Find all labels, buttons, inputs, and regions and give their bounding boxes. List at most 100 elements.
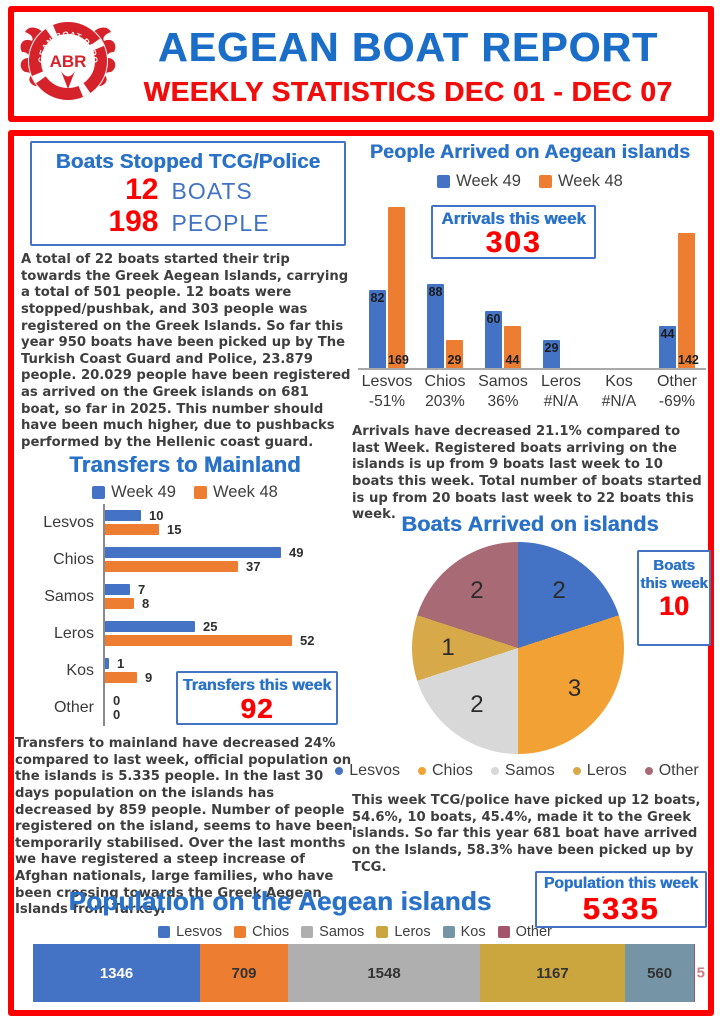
arrivals-category: Samos 36% <box>474 373 532 411</box>
chart-bar: 29 <box>543 340 560 368</box>
segment-value-label-outside: 5 <box>696 964 705 982</box>
transfers-row: Other 0 0 <box>30 689 348 726</box>
boats-arrived-summary-text: This week TCG/police have picked up 12 b… <box>352 793 701 875</box>
bar-value-label: 1 <box>117 656 125 671</box>
legend-label: Week 49 <box>111 483 176 501</box>
category-label: Samos <box>44 587 94 605</box>
arrivals-bar-group: 29 <box>532 340 590 368</box>
bar-value-label: 37 <box>246 559 261 574</box>
population-segment: 709 <box>200 944 288 1002</box>
legend-swatch <box>437 175 451 188</box>
page-title: AEGEAN BOAT REPORT <box>157 24 659 70</box>
bar-value-label: 0 <box>113 707 121 722</box>
chart-bar <box>105 524 159 535</box>
population-callout-value: 5335 <box>582 890 660 926</box>
legend-label: Week 48 <box>213 483 278 501</box>
arrivals-category: Lesvos -51% <box>358 373 416 411</box>
arrivals-bar-group: 44 142 <box>648 233 706 368</box>
boats-stat-row: 12 BOATS <box>32 174 344 206</box>
arrivals-bars: 82 169 88 29 60 44 29 44 142 <box>358 200 706 370</box>
pie-slice-label: 2 <box>552 577 566 605</box>
legend-label: Chios <box>431 762 473 779</box>
legend-swatch <box>234 926 247 938</box>
bar-value-label: 8 <box>142 596 150 611</box>
legend-item: Leros <box>376 924 431 940</box>
legend-swatch <box>490 767 499 775</box>
bar-value-label: 7 <box>138 582 146 597</box>
transfers-bar-line: 52 <box>105 633 348 648</box>
transfers-bar-group: 10 15 <box>103 504 348 541</box>
category-change-label: -51% <box>368 393 406 410</box>
legend-label: Leros <box>394 924 431 940</box>
segment-value-label: 1346 <box>99 964 134 982</box>
bar-value-label: 10 <box>149 508 164 523</box>
arrivals-summary-text: Arrivals have decreased 21.1% compared t… <box>352 424 702 523</box>
transfers-row: Leros 25 52 <box>30 615 348 652</box>
legend-item: Other <box>644 762 699 780</box>
legend-item: Chios <box>417 762 473 780</box>
category-label: Chios <box>53 550 94 568</box>
bar-value-label: 52 <box>300 633 315 648</box>
transfers-callout: Transfers this week 92 <box>176 671 338 725</box>
population-legend: Lesvos Chios Samos Leros Kos Other <box>25 924 685 940</box>
arrivals-legend: Week 49 Week 48 <box>352 172 708 191</box>
logo-lifering <box>29 22 107 100</box>
pie-legend: Lesvos Chios Samos Leros Other <box>335 762 699 780</box>
chart-bar <box>105 561 238 572</box>
chart-bar: 60 <box>485 311 502 368</box>
bar-value-label: 142 <box>678 353 699 367</box>
segment-value-label: 560 <box>647 964 673 982</box>
segment-value-label: 709 <box>231 964 257 982</box>
boats-stopped-title: Boats Stopped TCG/Police <box>55 150 321 173</box>
legend-item: Chios <box>234 924 289 940</box>
category-label: Kos <box>66 661 94 679</box>
legend-swatch <box>572 767 581 775</box>
transfers-bar-line: 7 <box>105 582 348 597</box>
transfers-row: Lesvos 10 15 <box>30 504 348 541</box>
chart-bar: 44 <box>504 326 521 368</box>
legend-swatch <box>194 486 207 499</box>
transfers-callout-label: Transfers this week <box>182 677 332 694</box>
legend-swatch <box>376 926 389 938</box>
bar-value-label: 0 <box>113 693 121 708</box>
transfers-legend: Week 49 Week 48 <box>15 483 355 502</box>
legend-item: Other <box>497 924 552 940</box>
transfers-chart-title: Transfers to Mainland <box>69 452 301 477</box>
chart-bar: 88 <box>427 284 444 368</box>
bar-value-label: 15 <box>167 522 182 537</box>
pie-slice-label: 2 <box>470 690 484 718</box>
transfers-bar-line: 49 <box>105 545 348 560</box>
legend-item: Week 48 <box>539 172 623 191</box>
legend-swatch <box>497 926 510 938</box>
segment-value-label: 1167 <box>536 964 569 982</box>
chart-bar <box>105 584 130 595</box>
arrivals-categories: Lesvos -51% Chios 203% Samos 36% Leros #N/A Kos #… <box>358 373 706 411</box>
transfers-callout-value: 92 <box>240 693 274 724</box>
arrivals-category: Other -69% <box>648 373 706 411</box>
chart-bar: 142 <box>678 233 699 368</box>
transfers-row: Samos 7 8 <box>30 578 348 615</box>
segment-value-label: 1548 <box>367 964 401 982</box>
chart-bar: 82 <box>369 290 386 368</box>
arrivals-category: Kos #N/A <box>590 373 648 411</box>
legend-item: Kos <box>442 924 486 940</box>
bar-value-label: 25 <box>203 619 218 634</box>
chart-bar <box>105 598 134 609</box>
transfers-bar-line: 15 <box>105 522 348 537</box>
legend-label: Other <box>515 924 552 940</box>
population-segment: 1167 <box>480 944 625 1002</box>
population-chart-title: Population on the Aegean islands <box>68 886 492 916</box>
chart-bar <box>105 672 137 683</box>
people-count: 198 <box>108 204 159 238</box>
arrivals-callout: Arrivals this week 303 <box>431 205 596 259</box>
legend-item: Samos <box>301 924 364 940</box>
legend-item: Week 49 <box>92 483 176 502</box>
chart-bar <box>105 658 109 669</box>
category-change-label: 203% <box>425 393 465 410</box>
legend-item: Samos <box>490 762 555 780</box>
legend-swatch <box>442 926 455 938</box>
chart-bar: 29 <box>446 340 463 368</box>
population-stacked-bar: 1346 709 1548 1167 560 5 <box>33 944 705 1002</box>
